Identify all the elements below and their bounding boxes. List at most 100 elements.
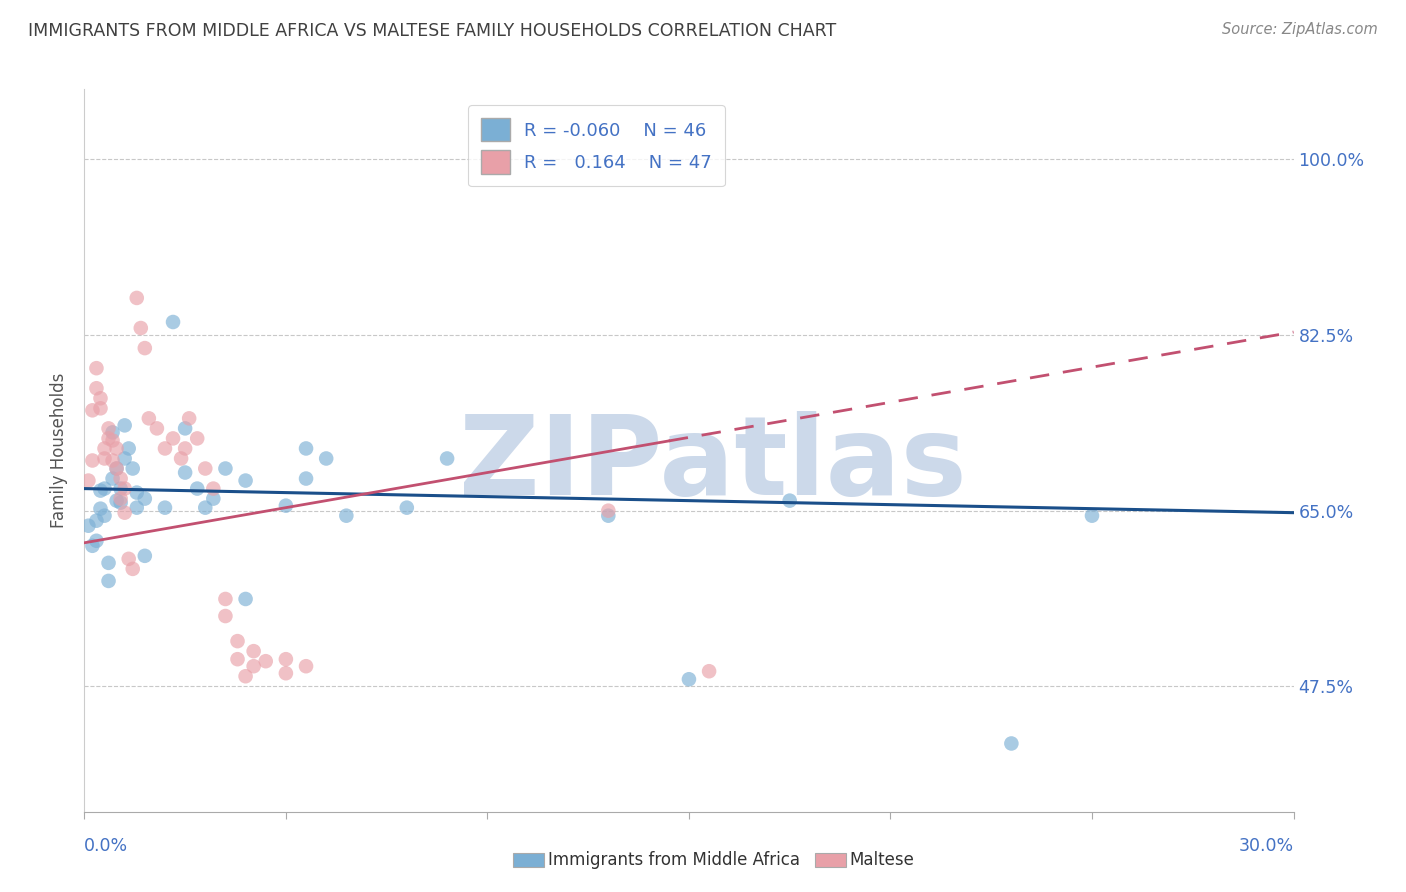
Point bbox=[295, 472, 318, 486]
Point bbox=[174, 421, 197, 435]
Text: IMMIGRANTS FROM MIDDLE AFRICA VS MALTESE FAMILY HOUSEHOLDS CORRELATION CHART: IMMIGRANTS FROM MIDDLE AFRICA VS MALTESE… bbox=[28, 22, 837, 40]
Point bbox=[114, 451, 136, 466]
Point bbox=[110, 496, 132, 510]
Point bbox=[93, 482, 115, 496]
Point bbox=[97, 432, 120, 446]
Point bbox=[146, 421, 169, 435]
Point bbox=[179, 411, 201, 425]
Point bbox=[202, 482, 225, 496]
Point bbox=[129, 321, 152, 335]
Point bbox=[118, 552, 141, 566]
Point bbox=[105, 442, 128, 456]
Point bbox=[678, 673, 700, 687]
Point bbox=[121, 461, 143, 475]
Point bbox=[1081, 508, 1104, 523]
Text: Immigrants from Middle Africa: Immigrants from Middle Africa bbox=[548, 851, 800, 869]
Point bbox=[395, 500, 418, 515]
Point bbox=[335, 508, 357, 523]
Point bbox=[598, 508, 620, 523]
Point bbox=[194, 500, 217, 515]
Point bbox=[121, 562, 143, 576]
Point bbox=[110, 482, 132, 496]
Point bbox=[235, 669, 257, 683]
Point bbox=[110, 472, 132, 486]
Point bbox=[214, 609, 236, 624]
Point bbox=[86, 361, 108, 376]
Point bbox=[101, 453, 124, 467]
Point bbox=[254, 654, 277, 668]
Point bbox=[186, 432, 208, 446]
Point bbox=[295, 659, 318, 673]
Point bbox=[93, 451, 115, 466]
Point bbox=[134, 341, 156, 355]
Point bbox=[114, 418, 136, 433]
Point bbox=[1000, 737, 1022, 751]
Point bbox=[153, 442, 176, 456]
Point bbox=[86, 533, 108, 548]
Point bbox=[114, 506, 136, 520]
Point bbox=[86, 514, 108, 528]
Point bbox=[274, 666, 297, 681]
Point bbox=[101, 434, 124, 448]
Point bbox=[101, 425, 124, 440]
Point bbox=[162, 432, 184, 446]
Text: ZIPatlas: ZIPatlas bbox=[460, 411, 967, 518]
Point bbox=[295, 442, 318, 456]
Point bbox=[93, 508, 115, 523]
Text: Source: ZipAtlas.com: Source: ZipAtlas.com bbox=[1222, 22, 1378, 37]
Point bbox=[235, 592, 257, 607]
Point bbox=[105, 493, 128, 508]
Point bbox=[138, 411, 160, 425]
Point bbox=[82, 453, 104, 467]
Point bbox=[89, 483, 111, 498]
Text: 0.0%: 0.0% bbox=[84, 837, 128, 855]
Text: Maltese: Maltese bbox=[849, 851, 914, 869]
Point bbox=[134, 491, 156, 506]
Point bbox=[134, 549, 156, 563]
Point bbox=[194, 461, 217, 475]
Point bbox=[226, 634, 249, 648]
Point bbox=[77, 474, 100, 488]
Text: 30.0%: 30.0% bbox=[1239, 837, 1294, 855]
Point bbox=[89, 392, 111, 406]
Point bbox=[214, 592, 236, 607]
Point bbox=[89, 501, 111, 516]
Point bbox=[697, 665, 720, 679]
Point bbox=[125, 291, 148, 305]
Point bbox=[89, 401, 111, 416]
Point bbox=[97, 574, 120, 588]
Point bbox=[170, 451, 193, 466]
Point bbox=[242, 659, 264, 673]
Point bbox=[274, 652, 297, 666]
Point bbox=[105, 461, 128, 475]
Point bbox=[105, 461, 128, 475]
Point bbox=[86, 381, 108, 395]
Point bbox=[101, 472, 124, 486]
Point bbox=[93, 442, 115, 456]
Point bbox=[77, 518, 100, 533]
Point bbox=[97, 421, 120, 435]
Point bbox=[174, 466, 197, 480]
Point bbox=[315, 451, 337, 466]
Point bbox=[110, 491, 132, 506]
Point bbox=[598, 503, 620, 517]
Point bbox=[779, 493, 801, 508]
Point bbox=[97, 556, 120, 570]
Point bbox=[186, 482, 208, 496]
Point bbox=[214, 461, 236, 475]
Point bbox=[153, 500, 176, 515]
Point bbox=[118, 442, 141, 456]
Legend: R = -0.060    N = 46, R =   0.164    N = 47: R = -0.060 N = 46, R = 0.164 N = 47 bbox=[468, 105, 724, 186]
Point bbox=[82, 539, 104, 553]
Point bbox=[436, 451, 458, 466]
Point bbox=[235, 474, 257, 488]
Point bbox=[125, 485, 148, 500]
Point bbox=[162, 315, 184, 329]
Point bbox=[114, 482, 136, 496]
Point bbox=[174, 442, 197, 456]
Point bbox=[202, 491, 225, 506]
Point bbox=[125, 500, 148, 515]
Y-axis label: Family Households: Family Households bbox=[51, 373, 69, 528]
Point bbox=[82, 403, 104, 417]
Point bbox=[226, 652, 249, 666]
